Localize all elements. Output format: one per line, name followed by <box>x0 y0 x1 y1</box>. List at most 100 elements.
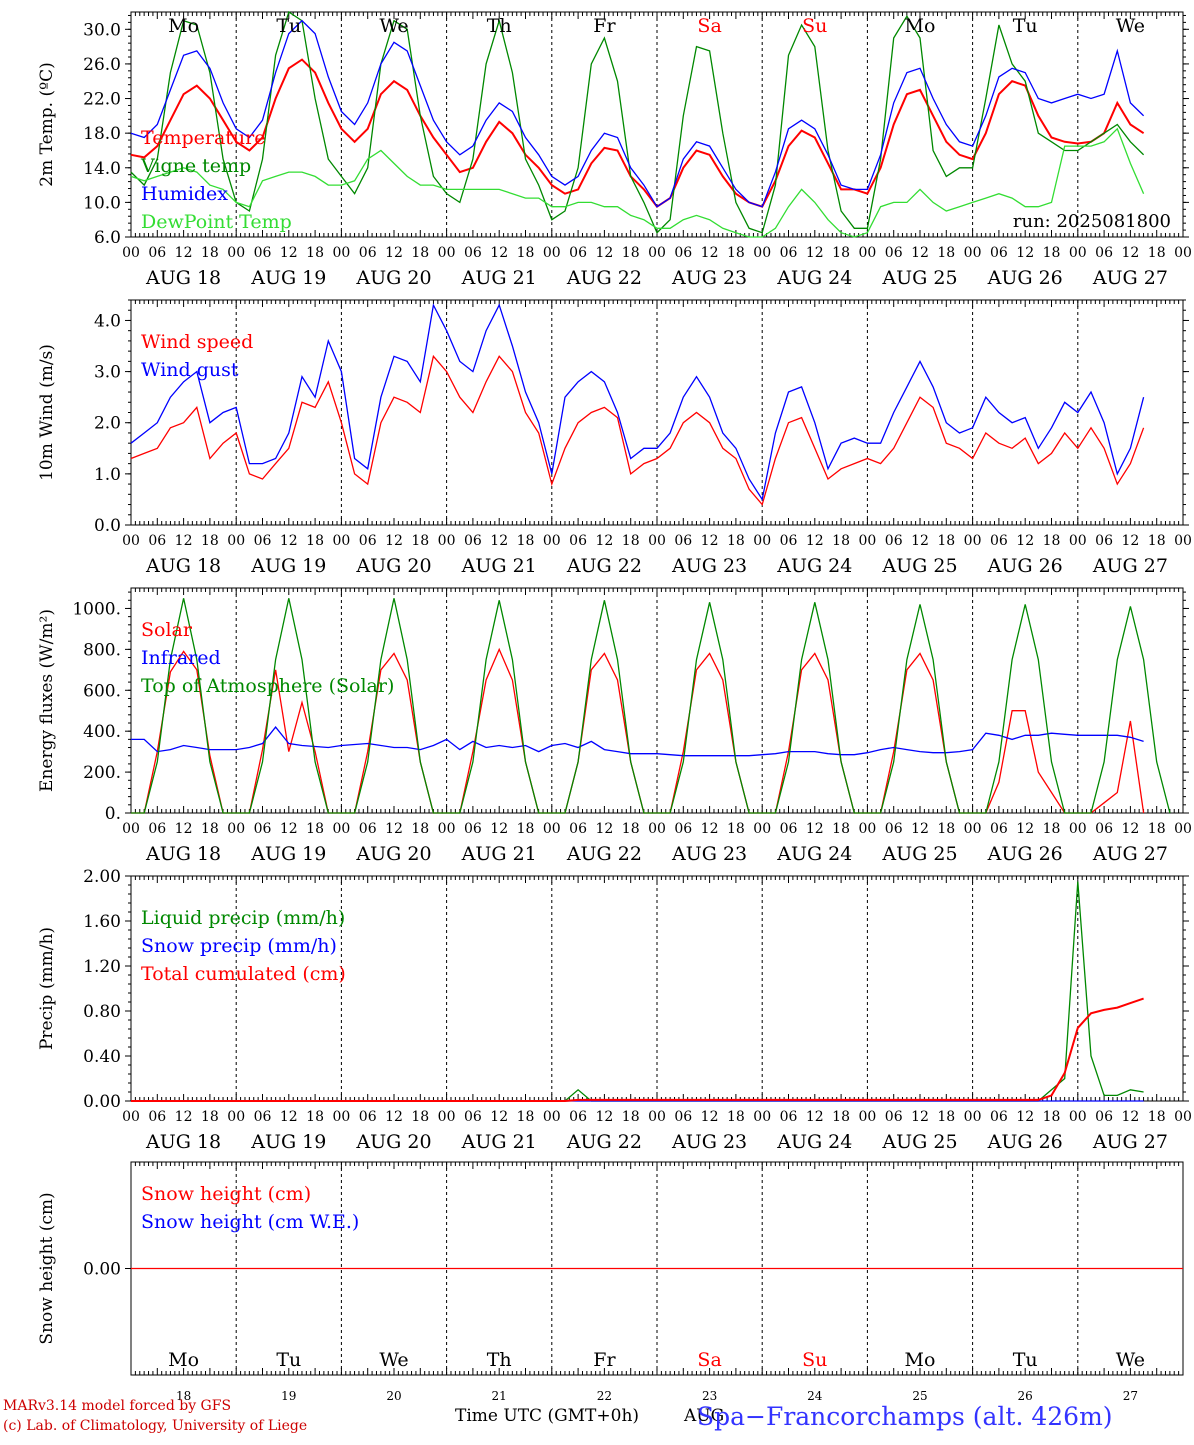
date-label: AUG 24 <box>776 555 852 577</box>
day-number-label: 18 <box>176 1389 191 1403</box>
hour-tick-label: 06 <box>990 821 1008 837</box>
hour-tick-label: 12 <box>1121 1109 1139 1125</box>
legend-entry: Snow height (cm W.E.) <box>141 1211 359 1233</box>
hour-tick-label: 00 <box>543 1109 561 1125</box>
hour-tick-label: 12 <box>1121 533 1139 549</box>
date-label: AUG 18 <box>145 555 221 577</box>
hour-tick-label: 00 <box>753 533 771 549</box>
weekday-label: Fr <box>593 1349 616 1371</box>
hour-tick-label: 06 <box>254 245 272 261</box>
hour-tick-label: 18 <box>201 821 219 837</box>
series-line-total-cumulated-cm- <box>131 997 1144 1102</box>
hour-tick-label: 12 <box>175 533 193 549</box>
weekday-label: Tu <box>276 15 301 37</box>
hour-tick-label: 18 <box>306 821 324 837</box>
hour-tick-label: 06 <box>359 533 377 549</box>
legend-entry: Top of Atmosphere (Solar) <box>141 675 394 697</box>
panel-1: 6.0 10.0 14.0 18.0 22.0 26.0 30.0 2m Temp. (ºC)… <box>37 10 1192 289</box>
hour-tick-label: 12 <box>806 245 824 261</box>
hour-tick-label: 12 <box>595 533 613 549</box>
panel-2: 0.0 1.0 2.0 3.0 4.0 10m Wind (m/s) Wind speed W… <box>37 299 1192 577</box>
hour-tick-label: 12 <box>595 245 613 261</box>
hour-tick-label: 12 <box>1121 821 1139 837</box>
hour-tick-label: 18 <box>622 1109 640 1125</box>
date-label: AUG 26 <box>987 555 1063 577</box>
weekday-label: Mo <box>168 15 199 37</box>
x-axis-month-label: AUG <box>684 1406 725 1426</box>
hour-tick-label: 12 <box>701 245 719 261</box>
hour-tick-label: 06 <box>569 533 587 549</box>
hour-tick-label: 00 <box>332 533 350 549</box>
y-tick-label: 0. <box>105 804 121 824</box>
date-label: AUG 23 <box>671 555 747 577</box>
y-tick-label: 400. <box>83 722 121 742</box>
hour-tick-label: 00 <box>1069 821 1087 837</box>
hour-tick-label: 18 <box>832 533 850 549</box>
hour-tick-label: 18 <box>1043 533 1061 549</box>
day-number-label: 24 <box>807 1389 823 1403</box>
hour-tick-label: 18 <box>832 1109 850 1125</box>
date-label: AUG 20 <box>355 267 431 289</box>
hour-tick-label: 18 <box>1148 245 1166 261</box>
weekday-label: We <box>1116 15 1145 37</box>
date-label: AUG 27 <box>1092 267 1168 289</box>
hour-tick-label: 00 <box>858 821 876 837</box>
hour-tick-label: 18 <box>517 245 535 261</box>
legend-entry: Total cumulated (cm) <box>141 963 346 985</box>
date-label: AUG 20 <box>355 843 431 865</box>
date-label: AUG 20 <box>355 1131 431 1153</box>
series-line-wind-speed <box>130 354 1145 506</box>
hour-tick-label: 12 <box>490 245 508 261</box>
panel-5: 0.00 Snow height (cm) Snow height (cm) Snow… <box>37 1161 1184 1403</box>
hour-tick-label: 12 <box>911 1109 929 1125</box>
x-axis-label: Time UTC (GMT+0h) <box>455 1406 640 1426</box>
hour-tick-label: 12 <box>490 821 508 837</box>
weekday-label: Mo <box>168 1349 199 1371</box>
hour-tick-label: 06 <box>885 821 903 837</box>
weekday-label: Su <box>802 1349 827 1371</box>
hour-tick-label: 00 <box>753 821 771 837</box>
hour-tick-label: 06 <box>674 245 692 261</box>
weekday-label: Sa <box>697 1349 721 1371</box>
hour-tick-label: 00 <box>227 533 245 549</box>
date-label: AUG 27 <box>1092 1131 1168 1153</box>
hour-tick-label: 18 <box>937 533 955 549</box>
date-label: AUG 24 <box>776 843 852 865</box>
series-line-humidex <box>130 19 1145 208</box>
hour-tick-label: 12 <box>806 533 824 549</box>
legend-entry: Humidex <box>141 183 228 205</box>
panel-frame <box>130 587 1184 814</box>
hour-tick-label: 06 <box>990 245 1008 261</box>
hour-tick-label: 12 <box>280 533 298 549</box>
hour-tick-label: 00 <box>543 821 561 837</box>
hour-tick-label: 12 <box>806 821 824 837</box>
hour-tick-label: 06 <box>885 533 903 549</box>
legend-entry: Snow height (cm) <box>141 1183 311 1205</box>
hour-tick-label: 06 <box>674 821 692 837</box>
hour-tick-label: 00 <box>438 533 456 549</box>
legend-entry: Temperature <box>141 127 265 149</box>
y-tick-label: 6.0 <box>94 228 121 248</box>
hour-tick-label: 12 <box>385 1109 403 1125</box>
legend-entry: Wind speed <box>141 331 253 353</box>
hour-tick-label: 00 <box>122 1109 140 1125</box>
date-label: AUG 21 <box>461 267 537 289</box>
hour-tick-label: 18 <box>937 245 955 261</box>
hour-tick-label: 06 <box>148 821 166 837</box>
hour-tick-label: 06 <box>464 821 482 837</box>
y-tick-label: 1.0 <box>94 465 121 485</box>
hour-tick-label: 18 <box>201 245 219 261</box>
y-tick-label: 3.0 <box>94 363 121 383</box>
hour-tick-label: 00 <box>227 1109 245 1125</box>
hour-tick-label: 12 <box>595 821 613 837</box>
date-label: AUG 19 <box>250 1131 326 1153</box>
hour-tick-label: 00 <box>227 245 245 261</box>
hour-tick-label: 12 <box>490 533 508 549</box>
hour-tick-label: 00 <box>438 1109 456 1125</box>
hour-tick-label: 06 <box>464 1109 482 1125</box>
hour-tick-label: 18 <box>937 1109 955 1125</box>
y-tick-label: 4.0 <box>94 311 121 331</box>
hour-tick-label: 06 <box>674 1109 692 1125</box>
hour-tick-label: 00 <box>964 1109 982 1125</box>
